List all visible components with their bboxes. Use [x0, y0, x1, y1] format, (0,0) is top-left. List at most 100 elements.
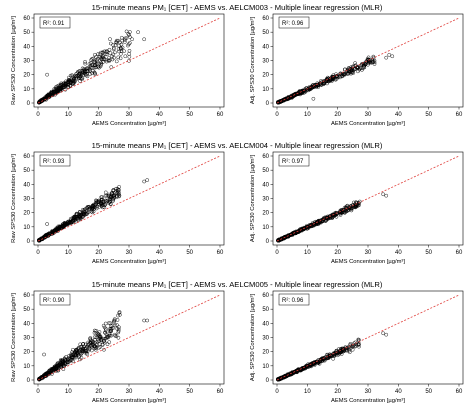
data-point	[62, 221, 67, 226]
data-point	[87, 346, 92, 351]
data-point	[84, 73, 88, 78]
row-1: 15-minute means PM₁ [CET] - AEMS vs. AEL…	[11, 3, 464, 127]
data-point	[93, 344, 97, 348]
data-point	[104, 59, 109, 64]
y-tick-label: 50	[23, 168, 30, 174]
y-axis-label: Adj. SPS30 Concentration [µg/m³]	[250, 155, 256, 243]
r2-label: R²: 0.93	[43, 159, 65, 165]
x-tick-label: 0	[275, 389, 279, 395]
data-point	[102, 340, 107, 345]
data-point	[339, 211, 344, 215]
data-point	[92, 60, 96, 64]
data-point	[306, 224, 310, 229]
data-point	[89, 63, 94, 67]
data-point	[339, 209, 344, 213]
data-point	[350, 70, 354, 75]
data-point	[142, 179, 146, 184]
data-point	[142, 318, 146, 323]
data-point	[71, 347, 75, 352]
data-point	[104, 193, 109, 198]
data-point	[75, 216, 80, 221]
data-point	[49, 91, 54, 95]
data-point	[95, 58, 99, 62]
data-point	[112, 318, 117, 323]
y-tick-label: 0	[266, 239, 270, 245]
x-tick-label: 40	[156, 389, 163, 395]
x-tick-label: 10	[304, 112, 311, 118]
y-tick-label: 20	[23, 211, 30, 217]
x-tick-label: 10	[65, 112, 72, 118]
data-point	[58, 88, 62, 92]
y-tick-label: 50	[23, 307, 30, 313]
data-point	[46, 233, 51, 237]
data-point	[334, 74, 339, 79]
r2-label: R²: 0.97	[282, 159, 304, 165]
data-point	[339, 72, 344, 77]
data-point	[279, 376, 283, 380]
data-point	[103, 331, 108, 335]
data-point	[45, 222, 49, 226]
data-point	[116, 313, 120, 318]
data-point	[111, 52, 116, 57]
data-point	[88, 336, 92, 341]
data-point	[355, 203, 360, 207]
data-point	[44, 95, 49, 100]
data-point	[94, 65, 99, 69]
data-point	[127, 54, 132, 59]
data-point	[106, 193, 111, 198]
data-point	[109, 333, 113, 338]
data-point	[326, 356, 331, 361]
data-point	[285, 96, 290, 101]
data-point	[119, 49, 124, 54]
data-point	[311, 96, 316, 101]
data-point	[55, 227, 60, 231]
data-point	[102, 338, 106, 343]
data-point	[87, 207, 92, 212]
data-point	[56, 368, 60, 373]
x-tick-label: 40	[156, 250, 163, 256]
data-point	[91, 203, 95, 208]
data-point	[92, 335, 97, 339]
data-point	[117, 310, 122, 314]
data-point	[83, 61, 88, 66]
data-point	[127, 41, 132, 45]
data-point	[74, 351, 79, 356]
data-point	[111, 194, 116, 198]
data-point	[112, 319, 116, 323]
data-point	[353, 67, 357, 71]
data-point	[288, 233, 292, 237]
data-point	[116, 335, 121, 340]
data-point	[90, 57, 94, 61]
data-point	[117, 194, 121, 199]
data-point	[88, 61, 93, 65]
data-point	[55, 89, 59, 94]
data-point	[113, 50, 117, 55]
y-tick-label: 0	[27, 239, 31, 245]
data-point	[350, 347, 355, 352]
data-point	[74, 349, 78, 354]
data-point	[91, 209, 96, 214]
row-title: 15-minute means PM₁ [CET] - AEMS vs. AEL…	[92, 141, 383, 150]
data-point	[352, 344, 357, 349]
data-point	[63, 81, 68, 86]
reference-line	[276, 155, 460, 242]
data-point	[115, 38, 119, 43]
data-point	[347, 348, 351, 353]
y-tick-label: 60	[262, 154, 269, 160]
data-point	[83, 207, 87, 212]
data-point	[349, 206, 354, 210]
data-point	[289, 95, 294, 99]
data-point	[102, 203, 107, 208]
data-point	[61, 360, 65, 364]
data-point	[292, 93, 297, 98]
data-point	[45, 72, 49, 77]
data-point	[97, 55, 102, 59]
data-point	[323, 218, 327, 223]
data-point	[334, 350, 338, 355]
data-point	[142, 37, 146, 42]
y-tick-label: 60	[23, 154, 30, 160]
data-point	[356, 337, 361, 342]
data-point	[114, 334, 119, 338]
x-tick-label: 20	[95, 250, 102, 256]
data-point	[276, 238, 281, 243]
